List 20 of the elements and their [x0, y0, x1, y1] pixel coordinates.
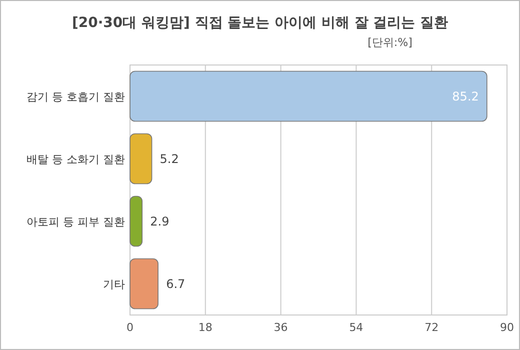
x-tick-label: 36: [274, 321, 288, 334]
x-tick-label: 18: [198, 321, 212, 334]
data-label: 85.2: [452, 89, 479, 104]
chart-title: [20·30대 워킹맘] 직접 돌보는 아이에 비해 잘 걸리는 질환: [72, 15, 448, 31]
data-label: 2.9: [150, 214, 170, 228]
bar: [130, 133, 152, 184]
x-tick-label: 54: [349, 321, 364, 334]
y-tick-label: 기타: [103, 278, 125, 291]
bar: [130, 196, 143, 247]
data-label: 6.7: [166, 276, 186, 291]
bar: [130, 70, 488, 122]
x-tick-label: 0: [126, 321, 134, 334]
y-tick-label: 감기 등 호흡기 질환: [26, 90, 125, 104]
x-tick-label: 90: [500, 321, 514, 334]
y-tick-label: 아토피 등 피부 질환: [26, 215, 125, 228]
chart-subtitle: [단위:%]: [368, 36, 412, 49]
data-label: 5.2: [160, 152, 179, 166]
bar: [130, 258, 158, 310]
x-tick-label: 72: [424, 321, 439, 334]
y-tick-label: 배탈 등 소화기 질환: [26, 152, 125, 166]
